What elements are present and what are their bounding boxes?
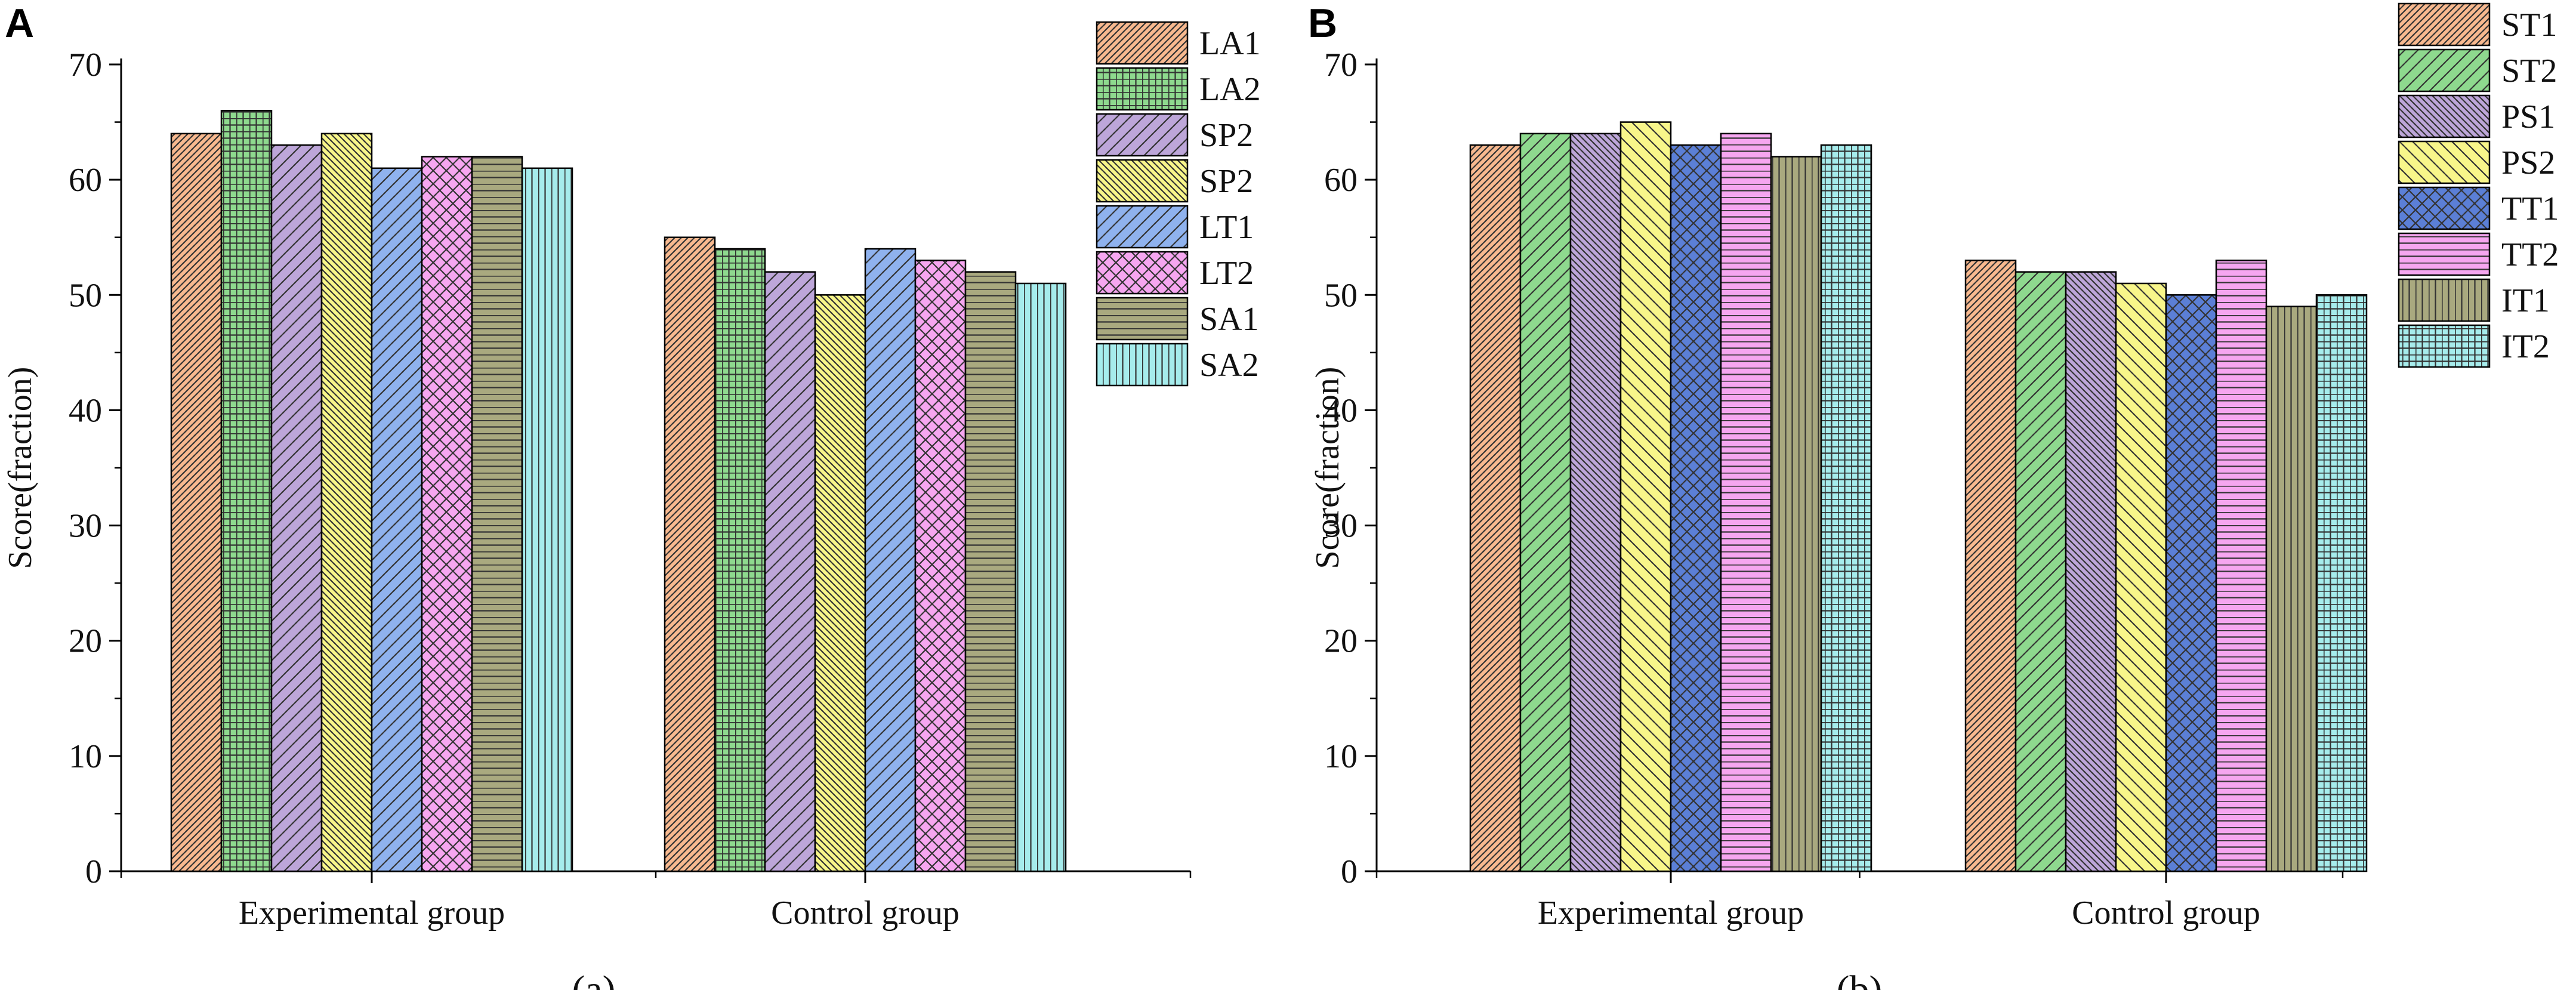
legend-swatch <box>1096 251 1189 295</box>
chart-panel-a: A Score(fraction) (a) 0 10 20 30 40 50 60 70 Exp… <box>2 1 1261 990</box>
bar-it2-experimental <box>1820 144 1872 872</box>
y-tick-label: 10 <box>1324 738 1358 775</box>
y-axis-label-a: Score(fraction) <box>2 367 39 569</box>
x-category-label: Control group <box>771 895 960 932</box>
bar-ps2-control <box>2115 282 2167 872</box>
y-tick-label: 50 <box>69 277 102 314</box>
bar-sa1-control <box>964 271 1017 872</box>
bar-sp2-experimental <box>320 132 373 872</box>
legend-label: TT1 <box>2501 190 2559 227</box>
axes-a: 0 10 20 30 40 50 60 70 Experimental group Control… <box>69 47 1192 932</box>
legend-label: PS2 <box>2501 144 2555 181</box>
bar-it2-control <box>2315 294 2368 872</box>
bar-lt2-control <box>914 260 967 872</box>
x-category-label: Experimental group <box>1538 895 1804 932</box>
bar-la2-control <box>714 248 766 872</box>
legend-swatch <box>1096 67 1189 111</box>
bar-sp2-control <box>814 294 866 872</box>
bar-tt1-control <box>2165 294 2217 872</box>
legend-swatch <box>1096 159 1189 203</box>
y-tick-label: 20 <box>1324 623 1358 660</box>
panel-label-a: A <box>5 1 34 46</box>
legend-label: IT2 <box>2501 328 2550 365</box>
bar-ps1-control <box>2065 271 2117 872</box>
bar-ps1-experimental <box>1569 132 1622 872</box>
y-tick-label: 70 <box>1324 47 1358 84</box>
y-tick-label: 0 <box>1341 853 1358 890</box>
bar-tt2-control <box>2215 260 2268 872</box>
bar-la1-experimental <box>170 132 223 872</box>
legend-swatch <box>2398 324 2491 368</box>
legend-swatch <box>2398 186 2491 230</box>
legend-swatch <box>2398 94 2491 138</box>
caption-b: (b) <box>1837 968 1883 990</box>
y-tick-label: 10 <box>69 738 102 775</box>
bar-lt1-control <box>864 248 917 872</box>
legend-swatch <box>1096 343 1189 387</box>
bar-sa2-control <box>1014 282 1067 872</box>
legend-label: SP2 <box>1199 163 1253 200</box>
bar-st1-control <box>1964 260 2017 872</box>
legend-swatch <box>1096 113 1189 157</box>
caption-a: (a) <box>572 968 615 990</box>
y-tick-label: 30 <box>69 508 102 545</box>
bar-it1-control <box>2265 306 2318 872</box>
bar-la1-control <box>664 236 716 872</box>
legend-label: LT2 <box>1199 255 1254 292</box>
legend-label: SP2 <box>1199 117 1253 154</box>
y-tick-label: 30 <box>1324 508 1358 545</box>
bar-sa1-experimental <box>471 156 523 872</box>
bar-st2-experimental <box>1519 132 1572 872</box>
bar-sp2-experimental <box>270 144 323 872</box>
legend-swatch <box>2398 232 2491 276</box>
legend-label: PS1 <box>2501 98 2555 135</box>
x-category-label: Control group <box>2072 895 2260 932</box>
chart-panel-b: B Score(fraction) (b) 0 10 20 30 40 50 60 70 Exp… <box>1308 1 2559 990</box>
bar-tt2-experimental <box>1720 132 1772 872</box>
legend-label: ST2 <box>2501 53 2557 90</box>
legend-label: IT1 <box>2501 282 2550 319</box>
bar-sa2-experimental <box>521 167 573 872</box>
legend-label: SA2 <box>1199 347 1259 384</box>
bars-b <box>1469 121 2368 872</box>
legend-swatch <box>1096 297 1189 341</box>
bar-it1-experimental <box>1770 156 1822 872</box>
legend-label: SA1 <box>1199 301 1259 338</box>
y-tick-label: 0 <box>85 853 102 890</box>
y-axis-label-b: Score(fraction) <box>1309 367 1346 569</box>
bar-tt1-experimental <box>1670 144 1722 872</box>
legend-swatch <box>2398 278 2491 322</box>
y-tick-label: 40 <box>69 392 102 429</box>
y-tick-label: 60 <box>69 162 102 199</box>
legend-label: TT2 <box>2501 236 2559 273</box>
legend-swatch <box>2398 140 2491 184</box>
bars-a <box>170 110 1067 872</box>
legend-swatch <box>1096 21 1189 65</box>
legend-label: LA1 <box>1199 25 1261 62</box>
bar-lt1-experimental <box>371 167 423 872</box>
y-tick-label: 50 <box>1324 277 1358 314</box>
y-tick-label: 70 <box>69 47 102 84</box>
legend-swatch <box>2398 48 2491 92</box>
legend-swatch <box>2398 2 2491 47</box>
legend-a: LA1 LA2 SP2 SP2 LT1 LT2 SA1 SA2 <box>1096 21 1261 387</box>
legend-b: ST1 ST2 PS1 PS2 TT1 TT2 IT1 IT2 <box>2398 2 2559 368</box>
bar-sp2-control <box>764 271 816 872</box>
bar-lt2-experimental <box>421 156 473 872</box>
x-category-label: Experimental group <box>239 895 505 932</box>
legend-label: ST1 <box>2501 7 2557 44</box>
bar-la2-experimental <box>220 110 273 872</box>
bar-ps2-experimental <box>1619 121 1672 872</box>
y-tick-label: 60 <box>1324 162 1358 199</box>
legend-label: LT1 <box>1199 209 1254 246</box>
y-tick-label: 20 <box>69 623 102 660</box>
y-tick-label: 40 <box>1324 392 1358 429</box>
legend-label: LA2 <box>1199 71 1261 108</box>
panel-label-b: B <box>1308 1 1337 46</box>
bar-st1-experimental <box>1469 144 1522 872</box>
legend-swatch <box>1096 205 1189 249</box>
bar-st2-control <box>2014 271 2067 872</box>
